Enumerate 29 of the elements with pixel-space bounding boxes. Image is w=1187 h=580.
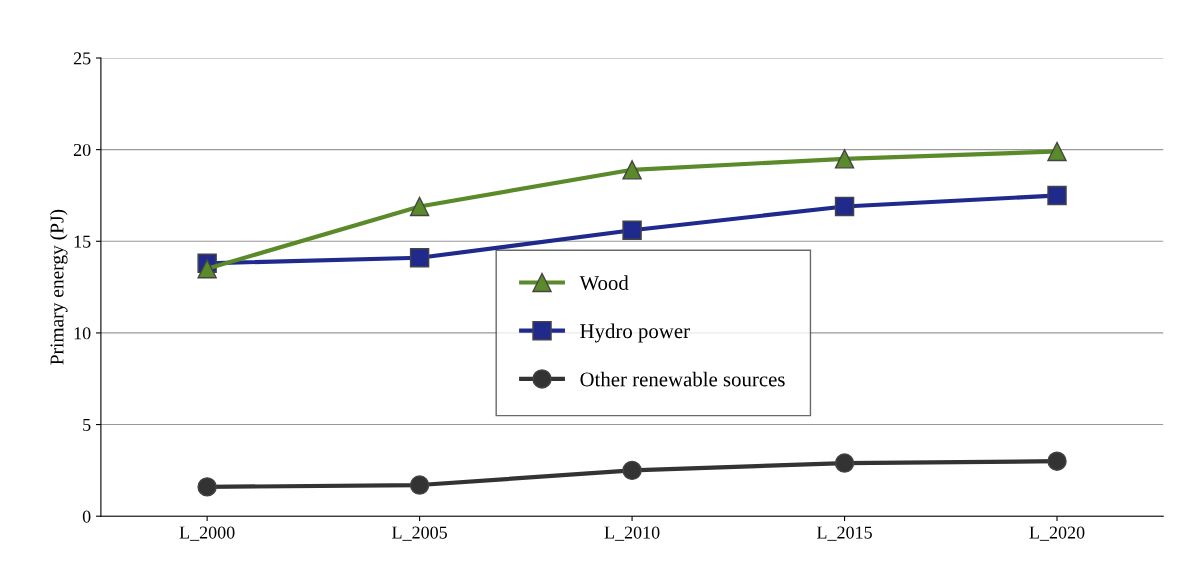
y-tick-label: 5 xyxy=(83,419,91,431)
point xyxy=(409,248,430,268)
point xyxy=(409,196,430,217)
point xyxy=(622,160,642,180)
point xyxy=(834,149,855,169)
legend-label: Other renewable sources xyxy=(580,371,785,387)
point xyxy=(409,475,430,495)
y-tick-label: 15 xyxy=(74,235,91,248)
point xyxy=(622,220,642,241)
y-axis-title: Primary energy (PJ) xyxy=(49,209,68,365)
y-tick-label: 20 xyxy=(73,143,91,157)
point xyxy=(197,259,217,279)
point xyxy=(834,196,855,217)
y-tick-label: 25 xyxy=(73,52,91,65)
point xyxy=(197,477,217,497)
point xyxy=(834,453,855,473)
y-tick-label: 10 xyxy=(74,327,91,340)
x-tick-label: L_2015 xyxy=(816,526,872,541)
x-tick-label: L_2010 xyxy=(604,526,660,541)
point xyxy=(1047,451,1067,471)
point xyxy=(1047,141,1067,162)
legend-label: Hydro power xyxy=(580,323,690,343)
legend-label: Wood xyxy=(579,275,629,291)
point xyxy=(1047,185,1067,206)
point xyxy=(622,460,642,481)
y-tick-label: 0 xyxy=(82,510,91,523)
x-tick-label: L_2000 xyxy=(179,526,235,541)
x-tick-label: L_2005 xyxy=(392,526,447,541)
x-tick-label: L_2020 xyxy=(1029,526,1085,541)
